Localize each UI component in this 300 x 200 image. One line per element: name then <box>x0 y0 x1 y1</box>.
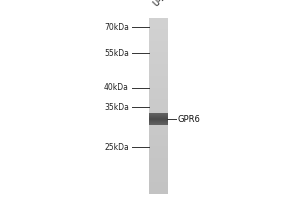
Text: GPR6: GPR6 <box>177 114 200 123</box>
Text: 35kDa: 35kDa <box>104 102 129 112</box>
Text: 70kDa: 70kDa <box>104 22 129 31</box>
Text: 55kDa: 55kDa <box>104 48 129 58</box>
Text: 25kDa: 25kDa <box>104 142 129 152</box>
Text: 40kDa: 40kDa <box>104 83 129 92</box>
Text: U-251MG: U-251MG <box>151 0 185 8</box>
